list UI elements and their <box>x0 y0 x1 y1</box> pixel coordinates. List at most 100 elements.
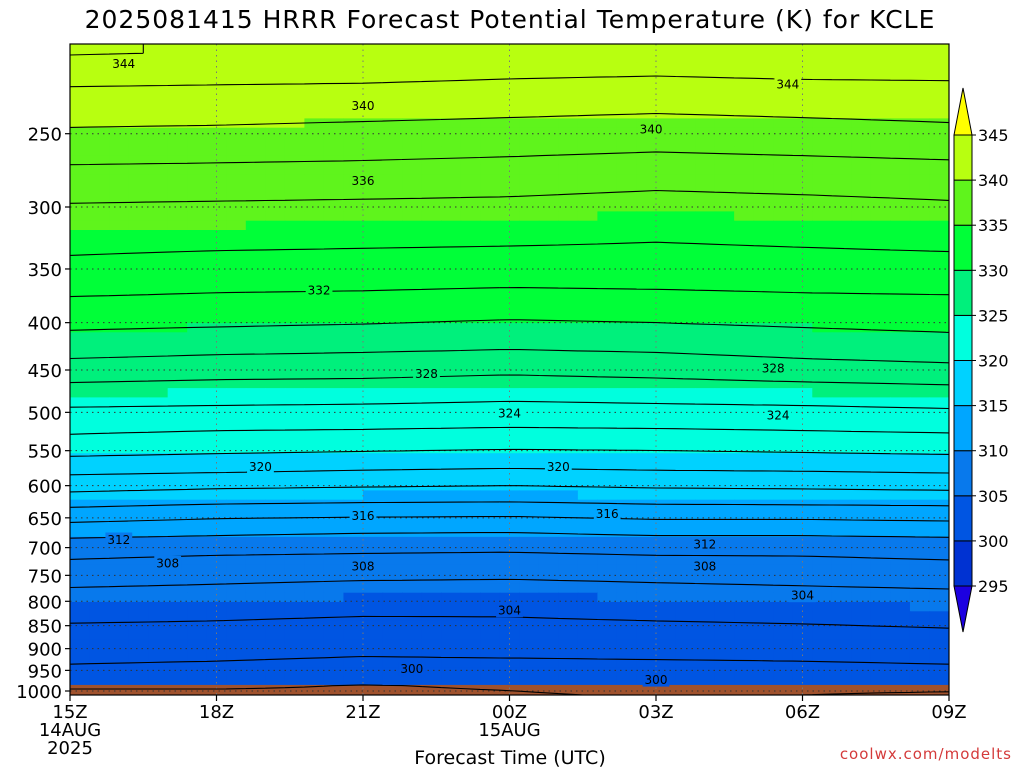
y-axis: 2503003504004505005506006507007508008509… <box>16 125 70 703</box>
fill-cell <box>558 611 579 622</box>
fill-cell <box>558 285 579 296</box>
fill-cell <box>148 239 169 250</box>
fill-cell <box>851 462 872 473</box>
fill-cell <box>382 137 403 147</box>
fill-cell <box>558 592 579 603</box>
fill-cell <box>753 546 774 557</box>
fill-cell <box>363 416 384 426</box>
fill-cell <box>753 378 774 389</box>
fill-cell <box>226 555 247 566</box>
fill-cell <box>636 360 657 371</box>
fill-cell <box>695 471 716 482</box>
fill-cell <box>538 313 559 324</box>
fill-cell <box>187 81 208 92</box>
fill-cell <box>265 174 286 185</box>
fill-cell <box>656 527 677 538</box>
fill-cell <box>812 462 833 473</box>
fill-cell <box>909 425 931 436</box>
fill-cell <box>695 323 716 333</box>
fill-cell <box>402 304 423 315</box>
fill-cell <box>206 332 227 343</box>
fill-cell <box>851 285 872 296</box>
fill-cell <box>851 304 872 315</box>
fill-cell <box>636 174 657 185</box>
fill-cell <box>616 239 638 250</box>
fill-cell <box>148 388 169 398</box>
fill-cell <box>851 137 872 147</box>
fill-cell <box>265 248 286 259</box>
fill-cell <box>245 257 266 268</box>
fill-cell <box>206 174 227 185</box>
fill-cell <box>304 137 325 147</box>
fill-cell <box>245 174 266 185</box>
fill-cell <box>109 164 130 175</box>
fill-cell <box>597 137 618 147</box>
fill-cell <box>89 583 110 594</box>
fill-cell <box>148 257 169 268</box>
fill-cell <box>616 611 638 622</box>
fill-cell <box>616 313 638 324</box>
fill-cell <box>870 592 891 603</box>
fill-cell <box>421 434 442 445</box>
fill-cell <box>265 230 286 240</box>
fill-cell <box>167 481 188 491</box>
fill-cell <box>421 109 442 119</box>
fill-cell <box>636 295 657 305</box>
fill-cell <box>480 676 501 687</box>
fill-cell <box>714 490 735 501</box>
fill-cell <box>558 378 579 389</box>
fill-cell <box>441 295 462 305</box>
fill-cell <box>245 406 266 417</box>
fill-cell <box>538 118 559 129</box>
fill-cell <box>89 71 110 82</box>
fill-cell <box>538 564 559 575</box>
fill-cell <box>577 583 598 594</box>
fill-cell <box>831 239 852 250</box>
fill-cell <box>831 471 852 482</box>
fill-cell <box>773 313 794 324</box>
fill-cell <box>616 62 638 73</box>
fill-cell <box>499 239 520 250</box>
fill-cell <box>402 257 423 268</box>
fill-cell <box>519 341 540 352</box>
fill-cell <box>499 509 520 519</box>
fill-cell <box>70 109 91 119</box>
fill-cell <box>577 676 598 687</box>
fill-cell <box>226 369 247 380</box>
fill-cell <box>187 397 208 408</box>
fill-cell <box>753 527 774 538</box>
fill-cell <box>851 629 872 640</box>
fill-cell <box>519 99 540 110</box>
fill-cell <box>890 350 911 361</box>
fill-cell <box>480 248 501 259</box>
fill-cell <box>128 527 149 538</box>
fill-cell <box>167 667 188 677</box>
fill-cell <box>148 434 169 445</box>
fill-cell <box>577 164 598 175</box>
fill-cell <box>656 462 677 473</box>
fill-cell <box>441 211 462 222</box>
fill-cell <box>695 230 716 240</box>
fill-cell <box>519 462 540 473</box>
fill-cell <box>460 536 481 547</box>
fill-cell <box>226 592 247 603</box>
fill-cell <box>734 332 755 343</box>
fill-cell <box>343 202 364 212</box>
fill-cell <box>206 509 227 519</box>
fill-cell <box>870 620 891 631</box>
fill-cell <box>89 536 110 547</box>
fill-cell <box>616 667 638 677</box>
fill-cell <box>363 583 384 594</box>
fill-cell <box>323 174 345 185</box>
fill-cell <box>323 388 345 398</box>
fill-cell <box>695 220 716 231</box>
fill-cell <box>226 611 247 622</box>
fill-cell <box>851 490 872 501</box>
fill-cell <box>909 490 931 501</box>
fill-cell <box>89 555 110 566</box>
fill-cell <box>519 676 540 687</box>
fill-cell <box>616 174 638 185</box>
fill-cell <box>402 583 423 594</box>
fill-cell <box>929 629 949 640</box>
fill-cell <box>148 462 169 473</box>
